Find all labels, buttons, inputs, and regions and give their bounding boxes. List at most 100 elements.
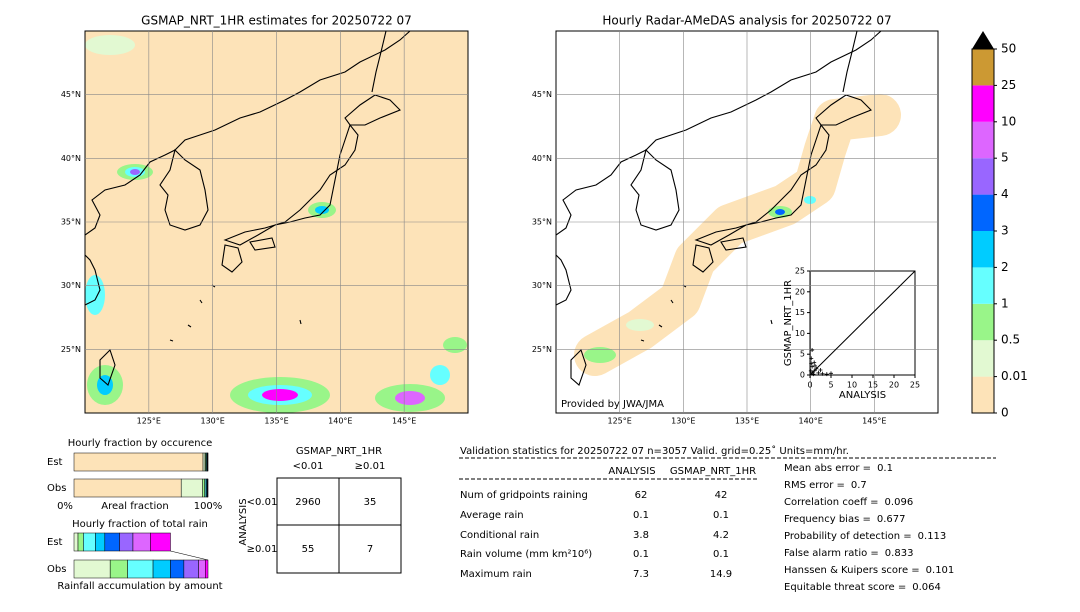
lon-label: 135°E xyxy=(735,417,759,426)
y-tick-label: 5 xyxy=(800,350,805,359)
score-value: 0.1 xyxy=(877,463,893,474)
row-label: Obs xyxy=(47,483,66,494)
point xyxy=(811,372,816,377)
rain-field xyxy=(556,31,901,386)
colorbar-extend xyxy=(972,31,994,49)
x-tick-label: 10 xyxy=(847,381,857,390)
lon-label: 145°E xyxy=(392,417,416,426)
point xyxy=(820,371,825,376)
lat-label: 45°N xyxy=(61,90,81,99)
table-cell: 0.1 xyxy=(633,549,649,560)
point xyxy=(812,360,817,365)
point xyxy=(809,356,814,361)
colorbar-segment xyxy=(972,303,994,341)
score-value: 0.096 xyxy=(885,497,914,508)
x-tick-label: 15 xyxy=(868,381,878,390)
bar-segment xyxy=(170,559,185,579)
score-label: Correlation coeff = xyxy=(784,497,879,508)
row-title: ANALYSIS xyxy=(238,498,249,545)
colorbar-segment xyxy=(972,49,994,86)
row-label: Num of gridpoints raining xyxy=(460,490,588,501)
colorbar-segment xyxy=(972,267,994,304)
x-axis-label: ANALYSIS xyxy=(839,390,886,401)
colorbar-label: 0 xyxy=(1001,406,1009,420)
colorbar-segment xyxy=(972,340,994,377)
y-tick-label: 15 xyxy=(795,308,805,317)
total-rain-footer: Rainfall accumulation by amount xyxy=(57,581,222,592)
bar-segment xyxy=(73,478,182,498)
table-cell: 55 xyxy=(302,544,315,555)
y-tick-label: 0 xyxy=(800,371,805,380)
bar-segment xyxy=(104,532,120,552)
table-cell: 0.1 xyxy=(633,510,649,521)
table-cell: 42 xyxy=(715,490,728,501)
colorbar-label: 25 xyxy=(1001,78,1016,92)
table-cell: 7.3 xyxy=(633,569,649,580)
score: Probability of detection = 0.113 xyxy=(784,531,946,542)
validation-title: Validation statistics for 20250722 07 n=… xyxy=(460,445,849,457)
lon-label: 140°E xyxy=(328,417,352,426)
col-header: <0.01 xyxy=(293,461,324,472)
lat-label: 40°N xyxy=(532,154,552,163)
bar-segment xyxy=(198,559,206,579)
col-header: ≥0.01 xyxy=(355,461,386,472)
point xyxy=(810,364,815,369)
x-tick-label: 20 xyxy=(889,381,899,390)
colorbar-label: 0.5 xyxy=(1001,333,1020,347)
lat-label: 30°N xyxy=(61,281,81,290)
bar-segment xyxy=(73,559,111,579)
bar-segment xyxy=(109,559,128,579)
score-label: RMS error = xyxy=(784,480,845,491)
map-title: Hourly Radar-AMeDAS analysis for 2025072… xyxy=(602,14,891,28)
table-cell: 0.1 xyxy=(713,549,729,560)
table-cell: 0.1 xyxy=(713,510,729,521)
table-title: GSMAP_NRT_1HR xyxy=(296,446,382,457)
col-header: GSMAP_NRT_1HR xyxy=(670,466,756,477)
row-label: Maximum rain xyxy=(460,569,532,580)
lat-label: 35°N xyxy=(532,218,552,227)
row-label: Est xyxy=(47,457,63,468)
score-label: False alarm ratio = xyxy=(784,548,879,559)
colorbar-label: 3 xyxy=(1001,224,1009,238)
score: Equitable threat score = 0.064 xyxy=(784,582,941,593)
x-tick-label: 5 xyxy=(828,381,833,390)
row-label: Average rain xyxy=(460,510,524,521)
score-label: Hanssen & Kuipers score = xyxy=(784,565,920,576)
colorbar-segment xyxy=(972,231,994,268)
lon-label: 145°E xyxy=(862,417,886,426)
lat-label: 25°N xyxy=(61,345,81,354)
total-rain-title: Hourly fraction of total rain xyxy=(72,519,208,530)
lon-label: 125°E xyxy=(137,417,161,426)
point xyxy=(812,368,817,373)
colorbar-label: 5 xyxy=(1001,151,1009,165)
point xyxy=(818,368,823,373)
score-value: 0.677 xyxy=(877,514,906,525)
rain-field xyxy=(85,31,467,413)
lon-label: 140°E xyxy=(799,417,823,426)
point xyxy=(824,372,829,377)
bar-segment xyxy=(95,532,106,552)
lat-label: 40°N xyxy=(61,154,81,163)
table-cell: 3.8 xyxy=(633,530,649,541)
point xyxy=(814,366,819,371)
point xyxy=(809,361,814,366)
score: RMS error = 0.7 xyxy=(784,480,867,491)
colorbar-segment xyxy=(972,194,994,231)
colorbar-label: 4 xyxy=(1001,187,1009,201)
credit: Provided by JWA/JMA xyxy=(561,399,664,410)
lon-label: 130°E xyxy=(201,417,225,426)
lat-label: 45°N xyxy=(532,90,552,99)
table-cell: 62 xyxy=(635,490,648,501)
point xyxy=(829,371,833,376)
score-value: 0.833 xyxy=(885,548,914,559)
bar-segment xyxy=(119,532,134,552)
col-header: ANALYSIS xyxy=(608,466,655,477)
point xyxy=(816,370,821,375)
point xyxy=(810,348,815,353)
colorbar-label: 1 xyxy=(1001,296,1009,310)
table-cell: 2960 xyxy=(295,497,320,508)
x-tick-label: 25 xyxy=(910,381,920,390)
lon-label: 130°E xyxy=(671,417,695,426)
axis-label: Areal fraction xyxy=(101,501,168,512)
colorbar-segment xyxy=(972,121,994,159)
